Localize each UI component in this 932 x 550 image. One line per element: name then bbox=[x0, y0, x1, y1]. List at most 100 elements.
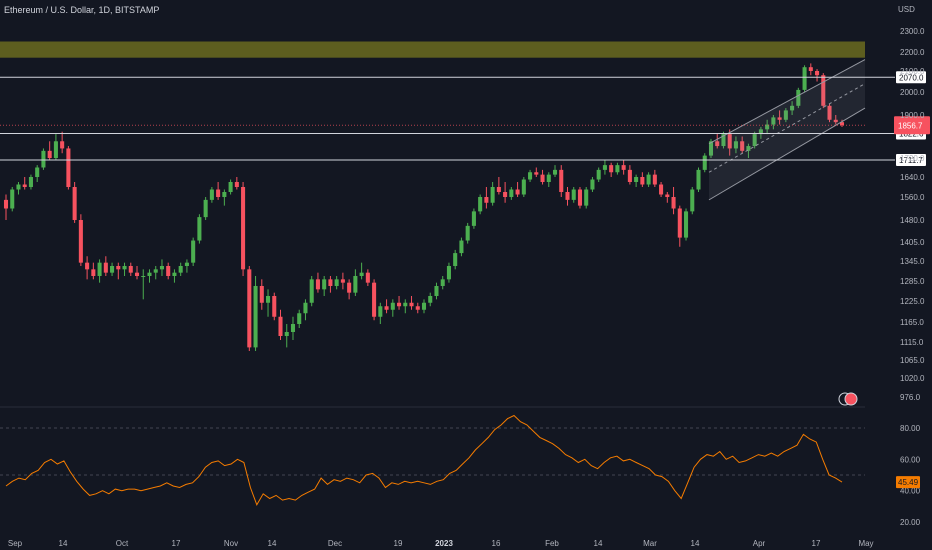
candle-body bbox=[659, 184, 664, 195]
candle-body bbox=[178, 266, 183, 273]
candle-body bbox=[328, 279, 333, 286]
candle-body bbox=[334, 279, 339, 286]
candle-body bbox=[172, 272, 177, 276]
candle-body bbox=[821, 75, 826, 106]
candle-body bbox=[322, 279, 327, 290]
candle-body bbox=[365, 272, 370, 283]
candle-body bbox=[478, 197, 483, 212]
rsi-tick-label: 80.00 bbox=[900, 424, 921, 433]
candle-body bbox=[634, 177, 639, 182]
candle-body bbox=[465, 225, 470, 241]
level-label-bg bbox=[896, 153, 926, 166]
candle-body bbox=[197, 217, 202, 241]
trend-channel-upper bbox=[708, 59, 866, 145]
candle-body bbox=[415, 306, 420, 310]
candle-body bbox=[191, 240, 196, 263]
level-label: 2070.0 bbox=[899, 73, 924, 82]
candle-body bbox=[546, 174, 551, 182]
candle-body bbox=[615, 165, 620, 173]
candle-body bbox=[521, 179, 526, 195]
trend-channel-lower bbox=[708, 107, 866, 201]
x-tick-label: Oct bbox=[116, 539, 129, 548]
candle-body bbox=[384, 306, 389, 310]
candle-body bbox=[216, 189, 221, 197]
rsi-line bbox=[5, 414, 843, 506]
candle-body bbox=[390, 302, 395, 310]
x-tick-label: Dec bbox=[328, 539, 342, 548]
candle-body bbox=[515, 189, 520, 195]
candle-body bbox=[134, 272, 140, 276]
candle-body bbox=[484, 197, 489, 203]
candle-body bbox=[690, 189, 695, 212]
y-tick-label: 1285.0 bbox=[900, 277, 925, 286]
last-price-badge bbox=[894, 116, 930, 135]
x-tick-label: 14 bbox=[691, 539, 700, 548]
last-price-label: 1856.7 bbox=[898, 121, 923, 130]
candle-body bbox=[796, 89, 801, 106]
candle-body bbox=[203, 199, 208, 218]
candle-body bbox=[440, 279, 445, 286]
candle-body bbox=[397, 302, 402, 307]
candle-body bbox=[60, 141, 65, 149]
candle-body bbox=[727, 134, 732, 149]
candle-body bbox=[228, 182, 233, 192]
candle-body bbox=[621, 165, 626, 170]
candle-body bbox=[839, 122, 845, 126]
candle-body bbox=[665, 194, 670, 197]
candle-body bbox=[702, 155, 707, 170]
candle-body bbox=[571, 189, 576, 200]
candle-body bbox=[10, 189, 15, 209]
candle-body bbox=[91, 269, 96, 276]
candle-body bbox=[596, 169, 601, 180]
candle-body bbox=[758, 129, 763, 135]
candle-body bbox=[247, 269, 252, 348]
candle-body bbox=[708, 141, 714, 156]
candle-body bbox=[696, 169, 701, 190]
candle-body bbox=[833, 119, 838, 123]
candle-body bbox=[35, 167, 40, 177]
candle-body bbox=[253, 286, 258, 348]
candle-body bbox=[746, 146, 751, 151]
candle-body bbox=[609, 165, 614, 173]
candle-body bbox=[677, 208, 682, 238]
candle-body bbox=[671, 197, 676, 209]
y-tick-label: 976.0 bbox=[900, 393, 921, 402]
candle-body bbox=[715, 141, 720, 147]
candle-body bbox=[266, 296, 271, 303]
y-tick-label: 1405.0 bbox=[900, 238, 925, 247]
candle-body bbox=[110, 266, 115, 273]
x-tick-label: Sep bbox=[8, 539, 23, 548]
candle-body bbox=[434, 286, 439, 296]
candle-body bbox=[347, 282, 352, 293]
candle-body bbox=[740, 141, 745, 151]
indicator-toggle-dot-icon[interactable] bbox=[844, 392, 858, 406]
candle-body bbox=[47, 150, 52, 158]
candle-body bbox=[3, 199, 9, 209]
x-tick-label: 14 bbox=[268, 539, 277, 548]
x-tick-label: May bbox=[858, 539, 873, 548]
rsi-tick-label: 40.00 bbox=[900, 487, 921, 496]
candle-body bbox=[534, 172, 539, 175]
candle-body bbox=[733, 141, 738, 149]
candle-body bbox=[41, 150, 46, 168]
y-tick-label: 2100.0 bbox=[900, 67, 925, 76]
candle-body bbox=[66, 148, 71, 187]
candle-body bbox=[78, 220, 83, 263]
candle-body bbox=[28, 177, 33, 187]
x-tick-label: Feb bbox=[545, 539, 559, 548]
y-tick-label: 1720.0 bbox=[900, 154, 925, 163]
x-tick-label: 14 bbox=[59, 539, 68, 548]
y-tick-label: 2000.0 bbox=[900, 88, 925, 97]
level-label: 1711.7 bbox=[899, 156, 923, 165]
candle-body bbox=[471, 211, 476, 226]
chart-title: Ethereum / U.S. Dollar, 1D, BITSTAMP bbox=[4, 5, 160, 15]
candle-body bbox=[403, 302, 408, 307]
candle-body bbox=[353, 276, 358, 293]
candle-body bbox=[802, 67, 807, 90]
candle-body bbox=[721, 134, 726, 147]
candle-body bbox=[559, 169, 564, 192]
y-tick-label: 1900.0 bbox=[900, 111, 925, 120]
candle-body bbox=[290, 324, 296, 332]
y-tick-label: 1115.0 bbox=[900, 338, 924, 347]
